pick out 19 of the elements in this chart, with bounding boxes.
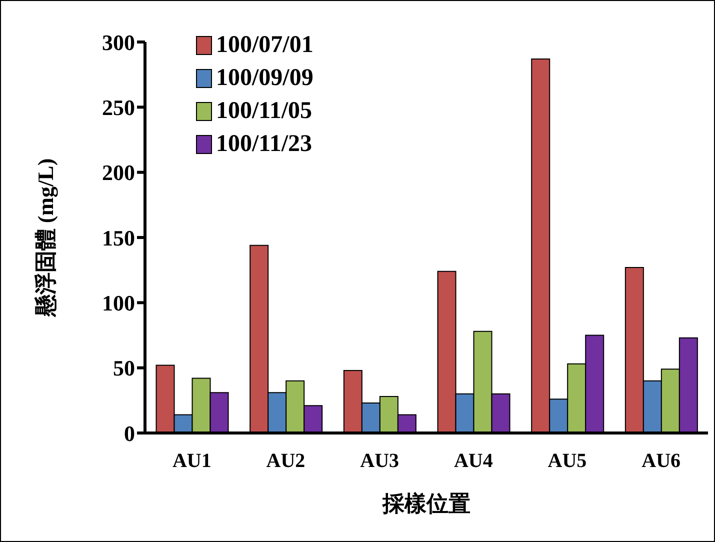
y-axis-title: 懸浮固體 (mg/L) (32, 158, 58, 318)
x-tick-label: AU6 (642, 450, 681, 472)
x-tick-label: AU3 (360, 450, 400, 472)
y-tick-label: 300 (102, 30, 135, 55)
legend-label: 100/07/01 (216, 32, 314, 59)
y-tick-label: 200 (102, 160, 135, 186)
y-tick-label: 50 (113, 356, 135, 381)
legend-label: 100/09/09 (216, 65, 314, 92)
x-tick-label: AU2 (266, 450, 306, 472)
y-tick-label: 0 (124, 420, 135, 446)
legend-label: 100/11/05 (216, 98, 312, 125)
x-axis-title: 採樣位置 (382, 491, 470, 516)
x-tick-label: AU4 (454, 450, 493, 472)
y-tick-label: 100 (102, 290, 135, 316)
x-tick-label: AU5 (548, 450, 587, 472)
y-tick-label: 150 (102, 225, 135, 250)
legend-label: 100/11/23 (216, 131, 312, 158)
x-tick-label: AU1 (172, 450, 212, 472)
y-tick-label: 250 (102, 94, 135, 120)
